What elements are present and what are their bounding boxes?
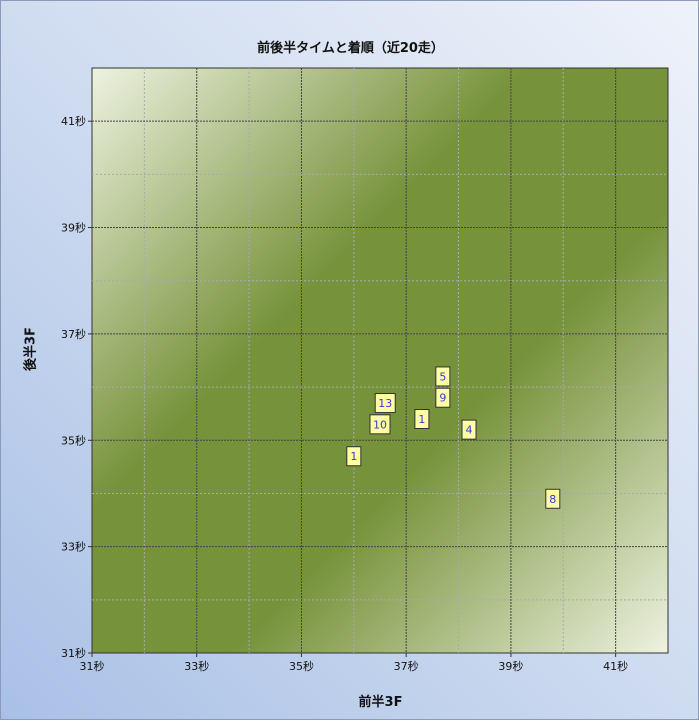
data-point-marker	[369, 414, 391, 435]
data-point: 8	[545, 488, 561, 509]
data-point: 1	[414, 409, 430, 429]
x-tick-label: 35秒	[289, 659, 314, 673]
data-point-label: 1	[418, 413, 425, 426]
x-axis-label: 前半3F	[358, 695, 403, 710]
x-tick-label: 31秒	[80, 659, 105, 673]
data-point: 5	[435, 366, 451, 387]
y-tick-label: 37秒	[61, 327, 86, 341]
x-tick-label: 33秒	[184, 659, 209, 673]
data-point-label: 1	[350, 450, 357, 463]
data-point-label: 13	[378, 397, 392, 410]
data-point-marker	[346, 446, 362, 467]
plot-area	[91, 67, 669, 654]
data-point-marker	[435, 366, 451, 387]
x-tick-label: 39秒	[498, 659, 523, 673]
data-point-label: 10	[373, 418, 387, 431]
data-point: 13	[374, 393, 396, 414]
data-point-label: 5	[439, 370, 446, 383]
y-tick-label: 33秒	[61, 540, 86, 554]
data-point-marker	[435, 387, 451, 408]
data-point: 9	[435, 387, 451, 408]
data-point-label: 4	[466, 424, 473, 437]
chart-title: 前後半タイムと着順（近20走）	[257, 41, 444, 56]
data-point-marker	[545, 488, 561, 509]
data-point-label: 9	[439, 392, 446, 405]
y-tick-label: 39秒	[61, 221, 86, 235]
y-tick-label: 35秒	[61, 433, 86, 447]
x-tick-label: 37秒	[394, 659, 419, 673]
data-point-label: 8	[549, 493, 556, 506]
data-point: 4	[461, 419, 477, 440]
data-point-marker	[374, 393, 396, 414]
data-point-marker	[414, 409, 430, 429]
x-tick-label: 41秒	[603, 659, 628, 673]
y-tick-label: 31秒	[61, 646, 86, 660]
data-point-marker	[461, 419, 477, 440]
data-point: 10	[369, 414, 391, 435]
y-tick-label: 41秒	[61, 114, 86, 128]
data-point: 1	[346, 446, 362, 467]
